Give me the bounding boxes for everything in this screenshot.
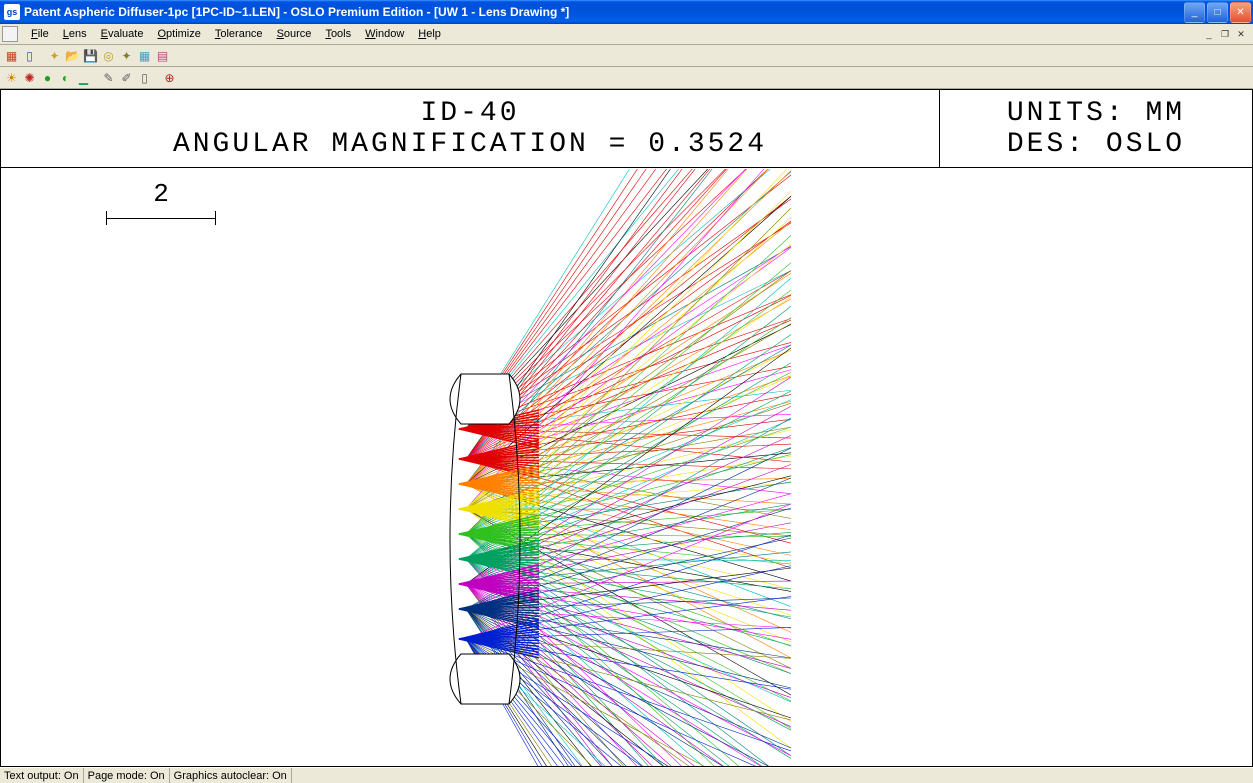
grid-icon[interactable]: ▦ — [3, 47, 20, 64]
close-button[interactable]: ✕ — [1230, 2, 1251, 23]
globe-icon[interactable]: ⊕ — [161, 69, 178, 86]
chart-icon[interactable]: ▁ — [75, 69, 92, 86]
mdi-doc-icon[interactable] — [2, 26, 18, 42]
status-page-mode: Page mode: On — [84, 768, 170, 783]
statusbar: Text output: On Page mode: On Graphics a… — [0, 767, 1253, 783]
wheel-icon[interactable]: ✺ — [21, 69, 38, 86]
pen1-icon[interactable]: ✎ — [100, 69, 117, 86]
drawing-header-left: ID-40 ANGULAR MAGNIFICATION = 0.3524 — [1, 90, 940, 167]
mdi-minimize-button[interactable]: _ — [1201, 27, 1217, 41]
mdi-close-button[interactable]: ✕ — [1233, 27, 1249, 41]
menu-file[interactable]: File — [24, 26, 56, 42]
magnification-label: ANGULAR MAGNIFICATION = 0.3524 — [173, 129, 767, 160]
menu-optimize[interactable]: Optimize — [150, 26, 207, 42]
window-title: Patent Aspheric Diffuser-1pc [1PC-ID~1.L… — [24, 5, 1184, 19]
wand-icon[interactable]: ✦ — [118, 47, 135, 64]
menubar: FileLensEvaluateOptimizeToleranceSourceT… — [0, 24, 1253, 45]
mdi-window-controls: _ ❐ ✕ — [1201, 27, 1251, 41]
pen2-icon[interactable]: ✐ — [118, 69, 135, 86]
doc-icon[interactable]: ▯ — [136, 69, 153, 86]
menu-help[interactable]: Help — [411, 26, 448, 42]
status-graphics: Graphics autoclear: On — [170, 768, 292, 783]
menu-window[interactable]: Window — [358, 26, 411, 42]
window-controls: _ □ ✕ — [1184, 2, 1251, 23]
designer-label: DES: OSLO — [1007, 129, 1185, 160]
menu-source[interactable]: Source — [270, 26, 319, 42]
app-icon: gs — [4, 4, 20, 20]
drawing-area[interactable]: 2 — [1, 169, 1252, 766]
new-icon[interactable]: ✦ — [46, 47, 63, 64]
toolbar-optics: ☀✺●◐▁ ✎✐▯ ⊕ — [0, 67, 1253, 89]
panel-icon[interactable]: ▯ — [21, 47, 38, 64]
maximize-button[interactable]: □ — [1207, 2, 1228, 23]
ray-trace-diagram — [1, 169, 1251, 767]
units-label: UNITS: MM — [1007, 98, 1185, 129]
green2-icon[interactable]: ◐ — [57, 69, 74, 86]
menu-tolerance[interactable]: Tolerance — [208, 26, 270, 42]
green1-icon[interactable]: ● — [39, 69, 56, 86]
minimize-button[interactable]: _ — [1184, 2, 1205, 23]
drawing-header-right: UNITS: MM DES: OSLO — [940, 90, 1252, 167]
target-icon[interactable]: ◎ — [100, 47, 117, 64]
table-icon[interactable]: ▦ — [136, 47, 153, 64]
palette-icon[interactable]: ▤ — [154, 47, 171, 64]
drawing-header: ID-40 ANGULAR MAGNIFICATION = 0.3524 UNI… — [1, 90, 1252, 168]
save-icon[interactable]: 💾 — [82, 47, 99, 64]
status-text-output: Text output: On — [0, 768, 84, 783]
lens-id-label: ID-40 — [420, 98, 519, 129]
mdi-restore-button[interactable]: ❐ — [1217, 27, 1233, 41]
sun-icon[interactable]: ☀ — [3, 69, 20, 86]
open-icon[interactable]: 📂 — [64, 47, 81, 64]
menu-lens[interactable]: Lens — [56, 26, 94, 42]
toolbar-main: ▦▯✦📂💾◎✦▦▤ — [0, 45, 1253, 67]
menu-tools[interactable]: Tools — [318, 26, 358, 42]
titlebar: gs Patent Aspheric Diffuser-1pc [1PC-ID~… — [0, 0, 1253, 24]
menu-evaluate[interactable]: Evaluate — [94, 26, 151, 42]
lens-drawing-window: ID-40 ANGULAR MAGNIFICATION = 0.3524 UNI… — [0, 89, 1253, 767]
